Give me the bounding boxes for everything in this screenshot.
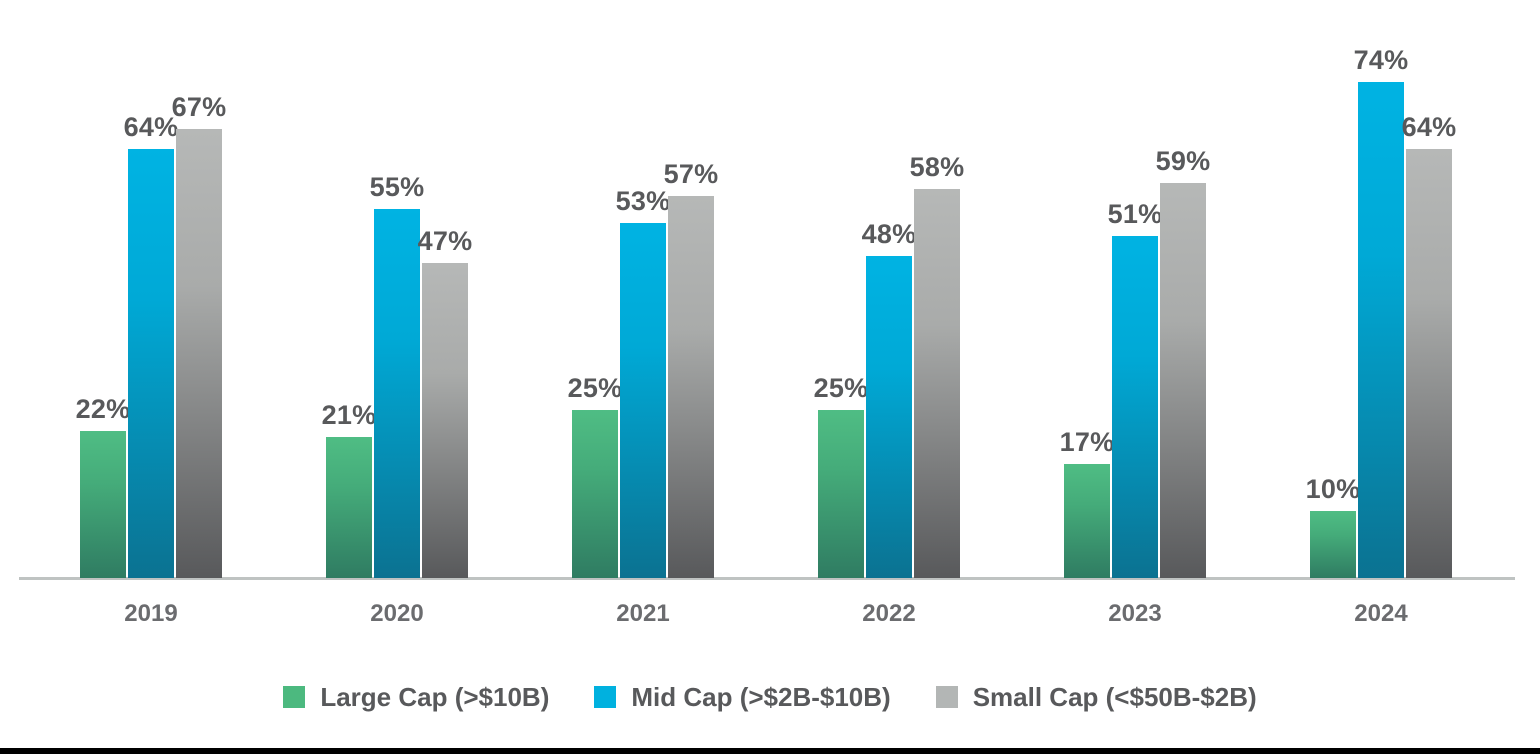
x-axis-label-2020: 2020 <box>370 600 424 627</box>
bar-mid-cap-2020 <box>374 209 420 578</box>
legend-item-large-cap: Large Cap (>$10B) <box>283 684 549 710</box>
bar-value-label-small-cap-2021: 57% <box>663 159 719 189</box>
bar-value-label-mid-cap-2024: 74% <box>1353 45 1409 75</box>
bar-value-label-large-cap-2023: 17% <box>1059 427 1115 457</box>
bar-large-cap-2019 <box>80 431 126 578</box>
bar-value-label-small-cap-2024: 64% <box>1401 112 1457 142</box>
legend-label-large-cap: Large Cap (>$10B) <box>320 682 550 712</box>
x-axis-line <box>19 577 1515 580</box>
bar-large-cap-2021 <box>572 410 618 578</box>
x-axis-labels: 2019 2020 2021 2022 2023 2024 <box>0 600 1540 634</box>
bar-mid-cap-2019 <box>128 149 174 578</box>
bar-small-cap-2020 <box>422 263 468 578</box>
legend-item-small-cap: Small Cap (<$50B-$2B) <box>935 682 1257 712</box>
bar-value-label-small-cap-2023: 59% <box>1155 146 1211 176</box>
bar-value-label-large-cap-2020: 21% <box>321 400 377 430</box>
bar-value-label-large-cap-2024: 10% <box>1305 474 1361 504</box>
bar-large-cap-2023 <box>1064 464 1110 578</box>
bar-large-cap-2024 <box>1310 511 1356 578</box>
bar-mid-cap-2022 <box>866 256 912 578</box>
bar-large-cap-2022 <box>818 410 864 578</box>
legend-swatch-small-cap <box>935 686 958 708</box>
legend-label-small-cap: Small Cap (<$50B-$2B) <box>972 682 1257 712</box>
bar-small-cap-2021 <box>668 196 714 578</box>
bar-value-label-mid-cap-2019: 64% <box>123 112 179 142</box>
bar-small-cap-2024 <box>1406 149 1452 578</box>
bar-value-label-mid-cap-2022: 48% <box>861 219 917 249</box>
x-axis-label-2023: 2023 <box>1108 600 1162 627</box>
legend-swatch-large-cap <box>283 686 306 708</box>
x-axis-label-2021: 2021 <box>616 600 670 627</box>
plot-area: 22% 64% 67% 21% 55% 47% 25% 53% 57% 25% 48% 58% 17% 5… <box>19 45 1515 580</box>
bar-mid-cap-2024 <box>1358 82 1404 578</box>
bar-value-label-small-cap-2019: 67% <box>171 92 227 122</box>
bar-value-label-mid-cap-2021: 53% <box>615 186 671 216</box>
bar-value-label-large-cap-2019: 22% <box>75 394 131 424</box>
x-axis-label-2024: 2024 <box>1354 600 1408 627</box>
footer-black-bar <box>0 748 1540 754</box>
bar-value-label-large-cap-2022: 25% <box>813 373 869 403</box>
bar-value-label-mid-cap-2020: 55% <box>369 172 425 202</box>
legend-item-mid-cap: Mid Cap (>$2B-$10B) <box>594 682 891 712</box>
legend: Large Cap (>$10B) Mid Cap (>$2B-$10B) Smal… <box>0 684 1540 710</box>
bar-value-label-mid-cap-2023: 51% <box>1107 199 1163 229</box>
x-axis-label-2022: 2022 <box>862 600 916 627</box>
bar-large-cap-2020 <box>326 437 372 578</box>
bar-value-label-small-cap-2020: 47% <box>417 226 473 256</box>
bar-small-cap-2019 <box>176 129 222 578</box>
bar-value-label-large-cap-2021: 25% <box>567 373 623 403</box>
bar-small-cap-2022 <box>914 189 960 578</box>
x-axis-label-2019: 2019 <box>124 600 178 627</box>
bar-value-label-small-cap-2022: 58% <box>909 152 965 182</box>
bar-mid-cap-2021 <box>620 223 666 578</box>
bar-small-cap-2023 <box>1160 183 1206 578</box>
bar-mid-cap-2023 <box>1112 236 1158 578</box>
legend-label-mid-cap: Mid Cap (>$2B-$10B) <box>631 682 891 712</box>
legend-swatch-mid-cap <box>594 686 617 708</box>
